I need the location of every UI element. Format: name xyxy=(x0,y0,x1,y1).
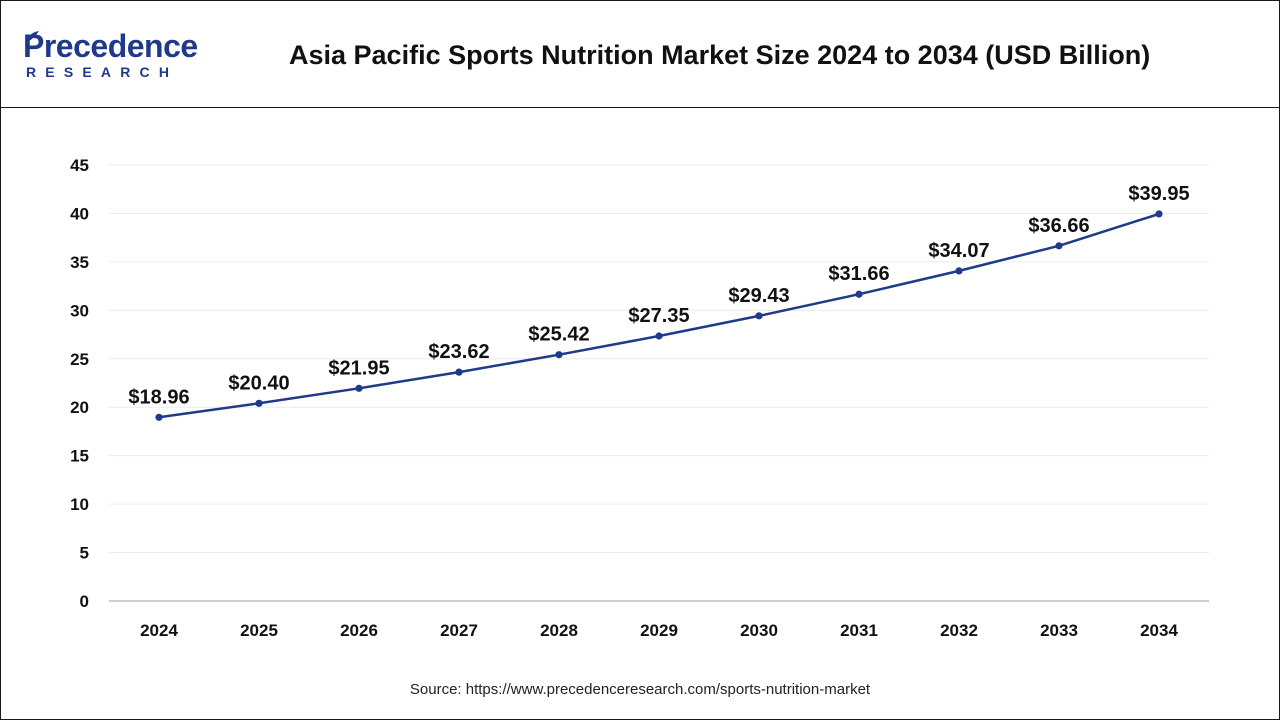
data-point xyxy=(855,290,863,298)
y-tick-label: 10 xyxy=(70,495,89,514)
gridlines xyxy=(109,164,1209,554)
data-points xyxy=(155,210,1163,421)
y-tick-label: 30 xyxy=(70,301,89,320)
brand-name: Precedence xyxy=(23,28,198,64)
x-tick-label: 2030 xyxy=(740,621,778,640)
data-point xyxy=(255,399,263,407)
data-point xyxy=(455,368,463,376)
y-tick-label: 0 xyxy=(80,592,89,611)
x-tick-label: 2032 xyxy=(940,621,978,640)
source-note: Source: https://www.precedenceresearch.c… xyxy=(409,681,871,698)
data-label: $36.66 xyxy=(1028,215,1089,237)
y-tick-label: 25 xyxy=(70,350,89,369)
data-point xyxy=(655,332,663,340)
brand-logo: Precedence RESEARCH xyxy=(23,29,213,85)
data-label: $18.96 xyxy=(128,386,189,408)
x-tick-label: 2024 xyxy=(140,621,178,640)
x-tick-label: 2026 xyxy=(340,621,378,640)
data-point xyxy=(1055,242,1063,250)
data-point xyxy=(355,384,363,392)
data-label: $31.66 xyxy=(828,263,889,285)
x-tick-label: 2034 xyxy=(1140,621,1178,640)
data-label: $27.35 xyxy=(628,305,689,327)
x-axis-ticks: 2024 2025 2026 2027 2028 2029 2030 2031 2032 2033… xyxy=(140,621,1178,640)
data-point xyxy=(155,413,163,421)
data-label: $20.40 xyxy=(228,372,289,394)
data-point xyxy=(555,351,563,359)
data-label: $39.95 xyxy=(1128,183,1189,205)
header: Precedence RESEARCH Asia Pacific Sports … xyxy=(1,1,1279,108)
data-point xyxy=(1155,210,1163,218)
y-tick-label: 40 xyxy=(70,204,89,223)
y-tick-label: 15 xyxy=(70,447,89,466)
x-tick-label: 2029 xyxy=(640,621,678,640)
x-tick-label: 2027 xyxy=(440,621,478,640)
y-tick-label: 5 xyxy=(80,544,89,563)
data-label: $21.95 xyxy=(328,357,389,379)
data-label: $25.42 xyxy=(528,324,589,346)
data-point xyxy=(955,267,963,275)
data-label: $23.62 xyxy=(428,341,489,363)
leaf-icon xyxy=(26,31,39,43)
x-tick-label: 2033 xyxy=(1040,621,1078,640)
data-labels: $18.96 $20.40 $21.95 $23.62 $25.42 $27.35 $29.… xyxy=(128,183,1189,408)
y-tick-label: 35 xyxy=(70,253,89,272)
brand-subtitle: RESEARCH xyxy=(26,64,179,80)
chart-title: Asia Pacific Sports Nutrition Market Siz… xyxy=(289,40,1151,70)
x-tick-label: 2031 xyxy=(840,621,878,640)
data-label: $29.43 xyxy=(728,285,789,307)
x-tick-label: 2028 xyxy=(540,621,578,640)
y-tick-label: 45 xyxy=(70,156,89,175)
x-tick-label: 2025 xyxy=(240,621,278,640)
data-label: $34.07 xyxy=(928,240,989,262)
y-axis-ticks: 0 5 10 15 20 25 30 35 40 45 xyxy=(70,156,89,611)
y-tick-label: 20 xyxy=(70,398,89,417)
data-point xyxy=(755,312,763,320)
